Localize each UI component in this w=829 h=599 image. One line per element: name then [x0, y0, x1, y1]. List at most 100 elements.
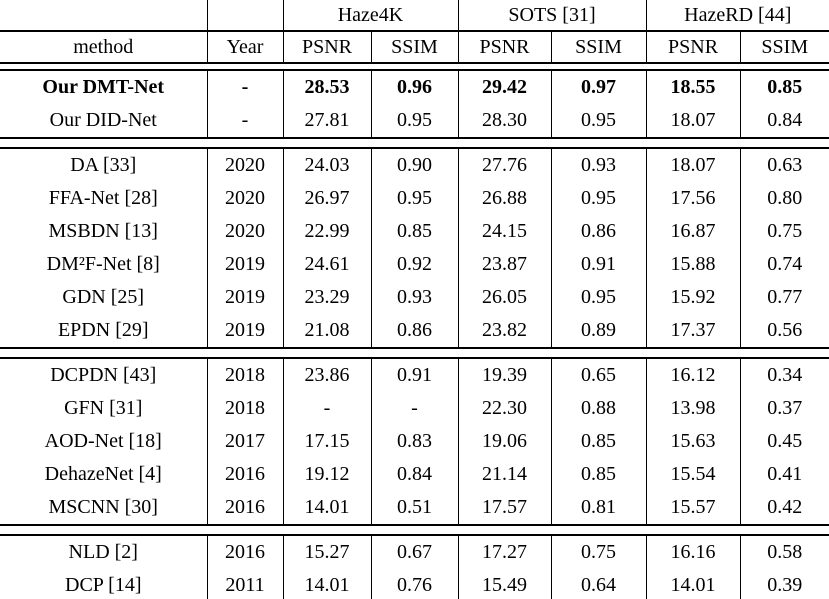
- metric-cell-hazerd-ssim: 0.39: [740, 569, 829, 599]
- table-head: Haze4K SOTS [31] HazeRD [44] method Year…: [0, 0, 829, 64]
- metric-cell-haze4k-psnr: 24.61: [283, 248, 372, 281]
- table-row: DCPDN [43] 2018 23.86 0.91 19.39 0.65 16…: [0, 357, 829, 392]
- table-row: DehazeNet [4] 2016 19.12 0.84 21.14 0.85…: [0, 458, 829, 491]
- metric-cell-hazerd-psnr: 14.01: [646, 569, 741, 599]
- metric-cell-haze4k-ssim: -: [371, 392, 459, 425]
- ssim-header-haze4k: SSIM: [371, 31, 459, 64]
- double-rule-gap: [0, 138, 829, 148]
- metric-cell-haze4k-psnr: 17.15: [283, 425, 372, 458]
- table-row: FFA-Net [28] 2020 26.97 0.95 26.88 0.95 …: [0, 182, 829, 215]
- metric-cell-haze4k-psnr: 21.08: [283, 314, 372, 349]
- metric-cell-haze4k-ssim: 0.85: [371, 215, 459, 248]
- metric-cell-haze4k-ssim: 0.95: [371, 182, 459, 215]
- metric-cell-sots-psnr: 22.30: [458, 392, 552, 425]
- metric-cell-hazerd-psnr: 15.88: [646, 248, 741, 281]
- metric-cell-sots-psnr: 23.87: [458, 248, 552, 281]
- metric-cell-sots-psnr: 24.15: [458, 215, 552, 248]
- method-header: method: [0, 31, 208, 64]
- metric-cell-haze4k-ssim: 0.67: [371, 534, 459, 569]
- metric-cell-hazerd-psnr: 17.37: [646, 314, 741, 349]
- metric-cell-hazerd-ssim: 0.42: [740, 491, 829, 526]
- metric-cell-hazerd-ssim: 0.34: [740, 357, 829, 392]
- metric-cell-hazerd-ssim: 0.45: [767, 430, 803, 452]
- metric-cell-sots-ssim: 0.95: [551, 281, 647, 314]
- metric-cell-hazerd-psnr: 16.16: [646, 534, 741, 569]
- metric-cell-haze4k-psnr: 26.97: [283, 182, 372, 215]
- psnr-header-hazerd: PSNR: [646, 31, 741, 64]
- metric-cell-haze4k-psnr: 24.03: [283, 147, 372, 182]
- method-cell: MSCNN [30]: [0, 491, 208, 526]
- metric-cell-sots-ssim: 0.93: [551, 147, 647, 182]
- metric-cell-sots-psnr: 26.05: [458, 281, 552, 314]
- metric-cell-haze4k-psnr: 23.86: [283, 357, 372, 392]
- metric-cell-sots-ssim: 0.91: [551, 248, 647, 281]
- metric-cell-haze4k-psnr: -: [283, 392, 372, 425]
- year-cell: 2018: [207, 392, 284, 425]
- metric-cell-hazerd-ssim: 0.74: [767, 253, 803, 275]
- dataset-group-header-haze4k: Haze4K: [283, 0, 459, 32]
- table-row: DA [33] 2020 24.03 0.90 27.76 0.93 18.07…: [0, 147, 829, 182]
- column-header-row: method Year PSNR SSIM PSNR SSIM PSNR SSI…: [0, 31, 829, 64]
- year-header: Year: [207, 31, 284, 64]
- metric-cell-hazerd-ssim: 0.37: [767, 397, 803, 419]
- metric-cell-haze4k-ssim: 0.95: [371, 104, 459, 139]
- metric-cell-sots-psnr: 21.14: [458, 458, 552, 491]
- metric-cell-sots-ssim: 0.64: [551, 569, 647, 599]
- metric-cell-hazerd-psnr: 15.63: [646, 425, 741, 458]
- method-cell: DCPDN [43]: [0, 357, 208, 392]
- year-cell: 2020: [207, 147, 284, 182]
- metric-cell-haze4k-ssim: 0.86: [371, 314, 459, 349]
- metric-cell-hazerd-psnr: 18.07: [646, 147, 741, 182]
- ssim-header-sots: SSIM: [551, 31, 647, 64]
- metric-cell-haze4k-ssim: 0.83: [371, 425, 459, 458]
- section-earlier-deep: DCPDN [43] 2018 23.86 0.91 19.39 0.65 16…: [0, 357, 829, 526]
- corner-year-empty: [207, 0, 284, 32]
- metric-cell-hazerd-ssim: 0.80: [767, 187, 803, 209]
- metric-cell-hazerd-ssim: 0.85: [740, 69, 829, 104]
- metric-cell-hazerd-ssim: 0.58: [740, 534, 829, 569]
- metric-cell-hazerd-ssim: 0.63: [740, 147, 829, 182]
- method-cell: AOD-Net [18]: [0, 425, 208, 458]
- method-cell: NLD [2]: [0, 534, 208, 569]
- metric-cell-sots-ssim: 0.97: [551, 69, 647, 104]
- metric-cell-sots-psnr: 17.27: [458, 534, 552, 569]
- metric-cell-haze4k-psnr: 22.99: [283, 215, 372, 248]
- metric-cell-sots-ssim: 0.95: [551, 104, 647, 139]
- metric-cell-haze4k-ssim: 0.84: [371, 458, 459, 491]
- table-row: DCP [14] 2011 14.01 0.76 15.49 0.64 14.0…: [0, 569, 829, 599]
- table-row: MSBDN [13] 2020 22.99 0.85 24.15 0.86 16…: [0, 215, 829, 248]
- metric-cell-haze4k-ssim: 0.76: [371, 569, 459, 599]
- year-cell: -: [207, 69, 284, 104]
- year-cell: 2016: [207, 458, 284, 491]
- metric-cell-sots-ssim: 0.85: [551, 458, 647, 491]
- double-rule-gap: [0, 348, 829, 358]
- year-cell: 2019: [207, 248, 284, 281]
- year-cell: -: [207, 104, 284, 139]
- metric-cell-haze4k-psnr: 14.01: [283, 491, 372, 526]
- method-cell: GDN [25]: [0, 281, 208, 314]
- metric-cell-hazerd-psnr: 17.56: [646, 182, 741, 215]
- metric-cell-sots-psnr: 17.57: [458, 491, 552, 526]
- metric-cell-sots-psnr: 19.06: [458, 425, 552, 458]
- section-recent-deep: DA [33] 2020 24.03 0.90 27.76 0.93 18.07…: [0, 147, 829, 349]
- method-cell: EPDN [29]: [0, 314, 208, 349]
- metric-cell-haze4k-ssim: 0.92: [371, 248, 459, 281]
- rule-gap-cell: [0, 348, 829, 358]
- psnr-header-haze4k: PSNR: [283, 31, 372, 64]
- metric-cell-haze4k-psnr: 14.01: [283, 569, 372, 599]
- corner-method-empty: [0, 0, 208, 32]
- method-cell: DM²F-Net [8]: [0, 248, 208, 281]
- metric-cell-haze4k-ssim: 0.90: [371, 147, 459, 182]
- metric-cell-sots-psnr: 28.30: [458, 104, 552, 139]
- metric-cell-hazerd-ssim: 0.84: [740, 104, 829, 139]
- metric-cell-haze4k-ssim: 0.91: [371, 357, 459, 392]
- metric-cell-sots-ssim: 0.75: [551, 534, 647, 569]
- metric-cell-sots-ssim: 0.81: [551, 491, 647, 526]
- metric-cell-sots-psnr: 29.42: [458, 69, 552, 104]
- dataset-group-header-sots: SOTS [31]: [458, 0, 647, 32]
- year-cell: 2016: [207, 491, 284, 526]
- double-rule-gap: [0, 63, 829, 70]
- table-row: GFN [31] 2018 - - 22.30 0.88 13.98 0.37: [0, 392, 829, 425]
